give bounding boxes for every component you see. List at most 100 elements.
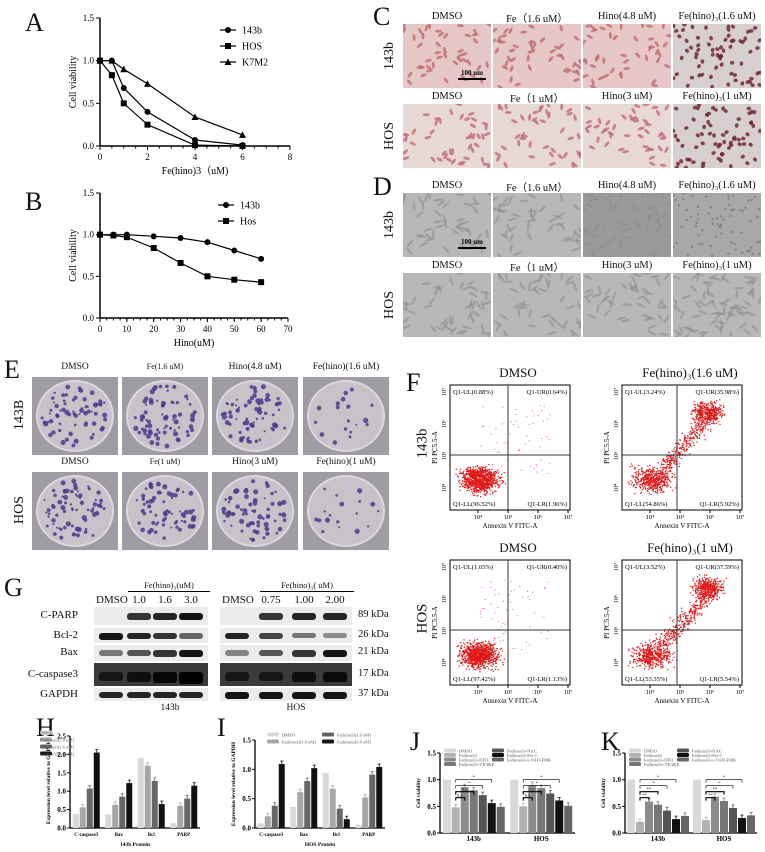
legend-item: Fe(hino)3(1.6 uM) [322,732,371,738]
x-tick-label: 10⁶ [706,689,715,696]
legend-item: Fe(hino)3+NAC [677,748,722,754]
legend-label: Fe(hino)3(3.0 uM) [337,740,371,745]
chart-b: 0.0 0.5 1.0 1.5 0 10 20 30 40 50 60 70 Hino(uM) Cell … [68,188,293,349]
chart-h: 0.0 0.5 1.0 1.5 2.0 2.5 C-caspase3 Bax Bcl PARP 14… [40,730,200,848]
protein-band [259,671,283,681]
legend-label: 143b [242,26,262,37]
x-tick-label: 10⁷ [736,689,745,696]
bar [469,790,478,833]
bar [460,787,469,833]
kda-label: 37 kDa [358,687,389,699]
protein-band [99,691,123,699]
protein-band [153,632,177,640]
micrograph-image [673,24,761,88]
blot-strip [94,645,208,661]
legend-item: Fe(hino)3 [629,753,662,758]
legend-label: Fe(hino)3+DFO [644,758,674,763]
category-label: C-caspase3 [259,833,283,838]
bar [278,764,285,828]
protein-band [323,613,347,620]
y-tick-label: 1.5 [83,188,95,198]
row-label-hos: HOS [382,291,397,320]
legend-label: 143b [240,201,260,212]
x-tick-label: 0 [98,324,103,334]
legend-label: DMSO [459,749,473,754]
protein-band [127,613,151,620]
x-tick-label: 50 [230,324,240,334]
protein-band [153,613,177,620]
treatment-label: Fe(hino)₃( uM) [281,580,333,590]
protein-band [99,671,123,682]
plot-title: DMSO [499,540,537,555]
x-tick-label: 10⁵ [504,689,513,696]
bar [191,785,198,828]
y-tick-label: 10⁷ [441,388,448,397]
x-tick-label: 8 [288,152,293,162]
category-label: HOS [534,835,549,843]
protein-band [292,671,316,682]
legend-item: Fe(hino)3+Fer-1 [677,753,722,758]
micrograph-image [583,24,671,88]
bar [158,804,165,828]
micrograph-image: 100 um [403,24,491,88]
protein-band [99,650,123,656]
column-label: DMSO [61,362,89,372]
legend-item: Fe(hino)3+VK3&E [444,762,495,767]
quadrant-ll: Q1-LL(96.52%) [453,501,495,508]
y-tick-label: 1.0 [83,230,95,240]
column-label: Hino(4.8 uM) [228,362,282,372]
legend-label: Fe(hino)3(1.6 uM) [337,733,371,738]
quadrant-ur: Q1-UR(35.98%) [695,389,739,396]
bar [329,788,336,828]
protein-label: Bax [60,646,78,658]
legend-item: HOS [220,42,262,53]
blot-strip [94,607,208,625]
quadrant-ul: Q1-UL(3.52%) [625,564,665,571]
legend-item: Fe(hino)3+NAC [492,748,537,754]
bar [693,779,701,833]
blot-strip [220,663,352,686]
quadrant-ul: Q1-UL(1.05%) [453,564,493,571]
protein-band [225,691,249,699]
legend-item: DMSO [267,732,296,738]
legend-label: Fe(hino)3(1.0 uM) [282,740,316,745]
blot-cell-label: HOS [286,703,306,713]
legend-label: Fe(hino)3 [644,753,662,758]
legend-item: Fe(hino)3+VK3&E [629,762,680,767]
row-label-143b: 143b [382,42,397,70]
y-tick-label: 10⁷ [613,563,620,572]
bar [86,788,93,828]
bar [105,814,112,828]
x-tick-label: 10⁷ [564,514,573,521]
y-tick-label: 0.5 [427,803,436,811]
y-tick-label: 10⁶ [613,420,620,429]
protein-band [127,650,151,657]
legend-item: Fe(hino)3(1.0 uM) [40,737,74,743]
significance-bracket: n.s. [455,787,475,795]
category-label: PARP [362,833,375,838]
legend-label: Fe(hino)3+Fer-1 [692,753,722,758]
bar [93,752,100,828]
x-tick-label: 20 [149,324,159,334]
series-hos [97,231,265,286]
category-label: HOS [717,835,732,843]
legend-label: Fe(hino)3+VK3&E [644,762,680,767]
y-tick-label: 0.5 [612,803,621,811]
y-axis-label: Cell viability [601,778,607,808]
bar [442,779,451,833]
panel-letter-b: B [25,187,43,216]
quadrant-lr: Q1-LR(5.54%) [699,676,739,683]
legend-item: Hos [218,217,256,228]
legend-label: Fe(hino)3+z-VAD-FMK [507,758,552,763]
protein-band [153,671,177,683]
quadrant-ll: Q1-LL(97.42%) [453,676,495,683]
protein-band [225,671,249,682]
column-label: Fe（1.6 uM） [506,14,568,25]
column-label: Hino(3 uM) [601,260,653,271]
panel-letter-c: C [373,2,391,31]
treatment-line [128,591,210,592]
y-tick-label: 1.0 [83,56,95,66]
x-tick-label: 10⁶ [706,514,715,521]
x-tick-label: 10⁵ [504,514,513,521]
significance-bracket: * [455,775,493,783]
